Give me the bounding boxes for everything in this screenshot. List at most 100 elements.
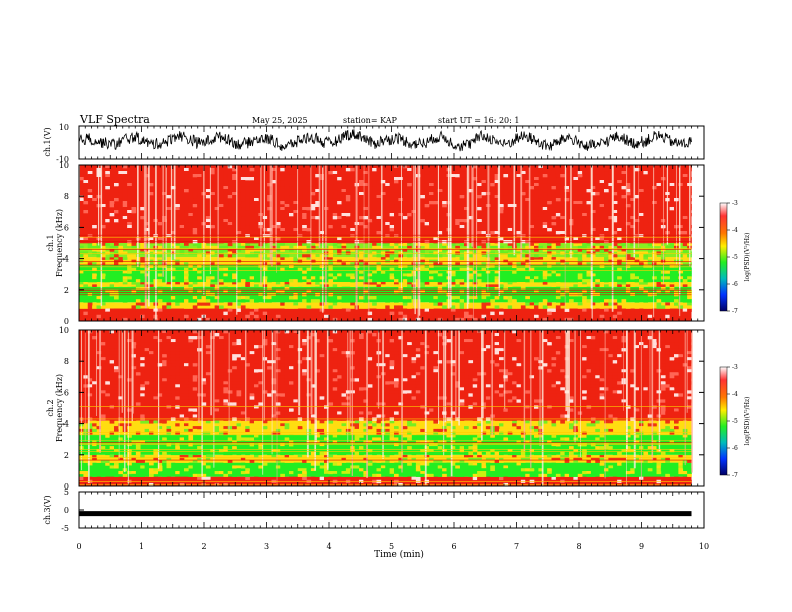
- spectrogram-cell: [250, 276, 255, 279]
- spectrogram-cell: [162, 463, 167, 466]
- spectrogram-cell: [118, 471, 123, 474]
- spectrogram-cell: [455, 284, 460, 287]
- spectrogram-cell: [350, 287, 355, 290]
- spectrogram-cell: [503, 192, 508, 195]
- spectrogram-cell: [92, 296, 97, 299]
- spectrogram-cell: [197, 254, 202, 257]
- spectrogram-cell: [643, 257, 648, 260]
- spectrogram-cell: [503, 279, 508, 282]
- spectrogram-cell: [643, 305, 648, 308]
- spectrogram-cell: [560, 231, 565, 234]
- spectrogram-cell: [622, 213, 627, 216]
- spectrogram-cell: [197, 299, 202, 302]
- spectrogram-cell: [438, 265, 443, 268]
- spectrogram-cell: [543, 171, 548, 174]
- spectrogram-cell: [639, 216, 644, 219]
- spectrogram-cell: [407, 296, 412, 299]
- spectrogram-cell: [670, 207, 675, 210]
- spectrogram-cell: [613, 260, 618, 263]
- spectrogram-cell: [587, 474, 592, 477]
- spectrogram-cell: [298, 192, 303, 195]
- spectrogram-cell: [538, 234, 543, 237]
- spectrogram-cell: [184, 276, 189, 279]
- spectrogram-cell: [525, 477, 530, 480]
- spectrogram-cell: [175, 260, 180, 263]
- spectrogram-cell: [145, 468, 150, 471]
- spectrogram-cell: [188, 207, 193, 210]
- spectrogram-cell: [442, 186, 447, 189]
- spectrogram-cell: [110, 254, 115, 257]
- spectrogram-cell: [184, 177, 189, 180]
- spectrogram-cell: [280, 228, 285, 231]
- spectrogram-cell: [595, 290, 600, 293]
- spectrogram-cell: [552, 251, 557, 254]
- spectrogram-cell: [578, 189, 583, 192]
- spectrogram-cell: [377, 265, 382, 268]
- spectrogram-cell: [460, 216, 465, 219]
- spectrogram-cell: [342, 201, 347, 204]
- spectrogram-cell: [547, 249, 552, 252]
- spectrogram-streak: [570, 165, 571, 258]
- spectrogram-cell: [508, 189, 513, 192]
- spectrogram-cell: [219, 249, 224, 252]
- spectrogram-cell: [390, 273, 395, 276]
- spectrogram-cell: [547, 222, 552, 225]
- spectrogram-cell: [604, 180, 609, 183]
- spectrogram-cell: [425, 171, 430, 174]
- spectrogram-cell: [223, 279, 228, 282]
- spectrogram-cell: [639, 251, 644, 254]
- spectrogram-cell: [298, 222, 303, 225]
- spectrogram-cell: [123, 284, 128, 287]
- spectrogram-cell: [232, 201, 237, 204]
- spectrogram-cell: [385, 254, 390, 257]
- spectrogram-cell: [241, 257, 246, 260]
- spectrogram-cell: [372, 268, 377, 271]
- spectrogram-cell: [83, 312, 88, 315]
- spectrogram-cell: [132, 207, 137, 210]
- spectrogram-cell: [652, 201, 657, 204]
- spectrogram-cell: [482, 312, 487, 315]
- spectrogram-cell: [197, 201, 202, 204]
- spectrogram-cell: [525, 474, 530, 477]
- spectrogram-cell: [175, 168, 180, 171]
- spectrogram-cell: [114, 309, 119, 312]
- spectrogram-cell: [433, 273, 438, 276]
- spectrogram-cell: [403, 243, 408, 246]
- spectrogram-cell: [403, 198, 408, 201]
- spectrogram-cell: [403, 474, 408, 477]
- start-time-label: start UT = 16: 20: 1: [438, 116, 519, 125]
- spectrogram-cell: [495, 305, 500, 308]
- spectrogram-cell: [328, 186, 333, 189]
- spectrogram-cell: [372, 260, 377, 263]
- spectrogram-cell: [232, 279, 237, 282]
- spectrogram-cell: [175, 243, 180, 246]
- spectrogram-cell: [482, 198, 487, 201]
- spectrogram-cell: [136, 299, 141, 302]
- spectrogram-cell: [377, 477, 382, 480]
- spectrogram-cell: [525, 296, 530, 299]
- spectrogram-cell: [560, 213, 565, 216]
- spectrogram-streak: [634, 165, 636, 258]
- spectrogram-cell: [587, 287, 592, 290]
- spectrogram-cell: [460, 168, 465, 171]
- spectrogram-cell: [302, 460, 307, 463]
- spectrogram-cell: [604, 231, 609, 234]
- spectrogram-cell: [460, 219, 465, 222]
- spectrogram-cell: [648, 249, 653, 252]
- spectrogram-cell: [407, 225, 412, 228]
- spectrogram-cell: [455, 222, 460, 225]
- spectrogram-cell: [595, 231, 600, 234]
- spectrogram-cell: [377, 460, 382, 463]
- spectrogram-cell: [442, 222, 447, 225]
- spectrogram-cell: [289, 192, 294, 195]
- spectrogram-cell: [114, 284, 119, 287]
- spectrogram-cell: [604, 290, 609, 293]
- spectrogram-cell: [202, 296, 207, 299]
- spectrogram-cell: [604, 309, 609, 312]
- spectrogram-cell: [517, 465, 522, 468]
- spectrogram-cell: [92, 305, 97, 308]
- spectrogram-cell: [460, 309, 465, 312]
- spectrogram-cell: [403, 471, 408, 474]
- spectrogram-cell: [346, 219, 351, 222]
- spectrogram-cell: [521, 463, 526, 466]
